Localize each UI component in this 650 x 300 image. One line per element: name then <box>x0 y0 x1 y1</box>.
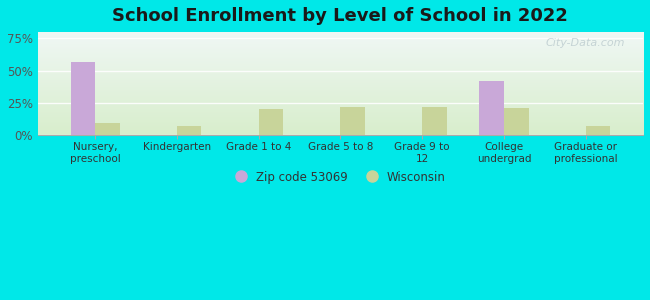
Bar <box>504 108 528 135</box>
Bar <box>259 109 283 135</box>
Bar <box>422 107 447 135</box>
Bar <box>95 123 120 135</box>
Bar <box>341 107 365 135</box>
Legend: Zip code 53069, Wisconsin: Zip code 53069, Wisconsin <box>230 166 450 189</box>
Title: School Enrollment by Level of School in 2022: School Enrollment by Level of School in … <box>112 7 568 25</box>
Bar <box>70 61 95 135</box>
Bar <box>177 126 202 135</box>
Bar <box>586 126 610 135</box>
Bar <box>480 81 504 135</box>
Text: City-Data.com: City-Data.com <box>545 38 625 48</box>
